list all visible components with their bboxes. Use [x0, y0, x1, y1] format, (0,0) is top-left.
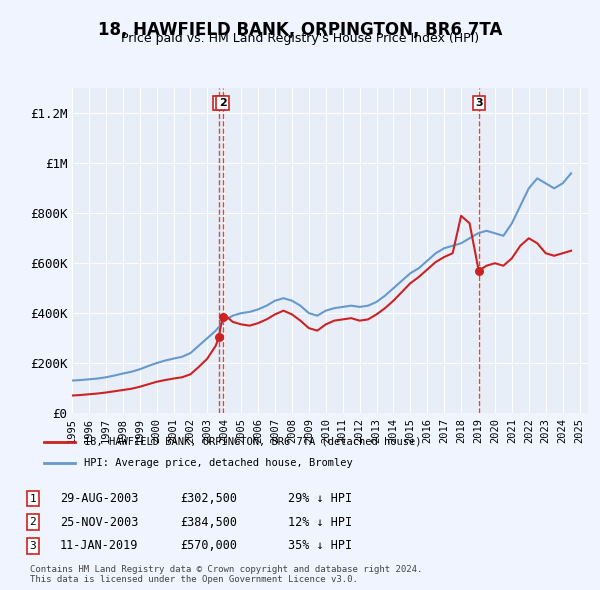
- Text: 18, HAWFIELD BANK, ORPINGTON, BR6 7TA: 18, HAWFIELD BANK, ORPINGTON, BR6 7TA: [98, 21, 502, 39]
- Text: 3: 3: [475, 98, 482, 108]
- Text: 29-AUG-2003: 29-AUG-2003: [60, 492, 139, 505]
- Text: 1: 1: [29, 494, 37, 503]
- Text: 11-JAN-2019: 11-JAN-2019: [60, 539, 139, 552]
- Text: Price paid vs. HM Land Registry's House Price Index (HPI): Price paid vs. HM Land Registry's House …: [121, 32, 479, 45]
- Text: Contains HM Land Registry data © Crown copyright and database right 2024.
This d: Contains HM Land Registry data © Crown c…: [30, 565, 422, 584]
- Text: 18, HAWFIELD BANK, ORPINGTON, BR6 7TA (detached house): 18, HAWFIELD BANK, ORPINGTON, BR6 7TA (d…: [84, 437, 421, 447]
- Text: £302,500: £302,500: [180, 492, 237, 505]
- Text: 2: 2: [218, 98, 226, 108]
- Point: [214, 333, 223, 342]
- Text: HPI: Average price, detached house, Bromley: HPI: Average price, detached house, Brom…: [84, 458, 353, 467]
- Text: £384,500: £384,500: [180, 516, 237, 529]
- Text: 25-NOV-2003: 25-NOV-2003: [60, 516, 139, 529]
- Point: [218, 312, 227, 322]
- Text: 1: 1: [215, 98, 223, 108]
- Text: 2: 2: [29, 517, 37, 527]
- Text: 35% ↓ HPI: 35% ↓ HPI: [288, 539, 352, 552]
- Text: 12% ↓ HPI: 12% ↓ HPI: [288, 516, 352, 529]
- Text: 29% ↓ HPI: 29% ↓ HPI: [288, 492, 352, 505]
- Point: [474, 266, 484, 276]
- Text: £570,000: £570,000: [180, 539, 237, 552]
- Text: 3: 3: [29, 541, 37, 550]
